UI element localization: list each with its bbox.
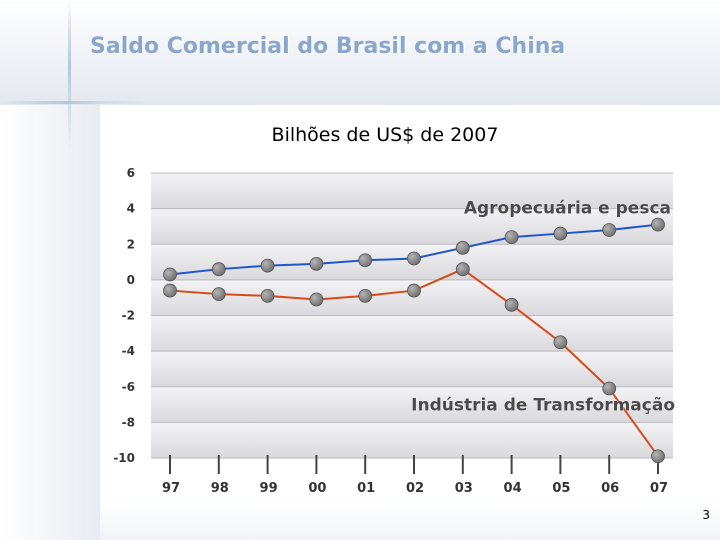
y-tick-label: 2: [127, 237, 135, 251]
x-tick-label: 98: [211, 481, 229, 496]
y-tick-label: -10: [113, 451, 135, 465]
chart-container: 6 4 2 0 -2 -4 -6 -8 -10 97 98 99 00 01 02 03 04 05 06 07 Agr…: [105, 163, 678, 498]
header-band: [0, 0, 720, 105]
x-tick-label: 06: [601, 481, 619, 496]
x-tick-label: 03: [455, 481, 473, 496]
data-point: [211, 262, 226, 277]
data-point: [163, 283, 177, 298]
decorative-vertical-line: [68, 0, 71, 150]
data-point: [260, 289, 275, 303]
y-tick-label: 0: [127, 273, 135, 287]
series-label-agropecuaria: Agropecuária e pesca: [464, 199, 671, 219]
data-point: [163, 267, 177, 282]
grid-band: [151, 422, 673, 458]
grid-band: [151, 315, 673, 352]
series-label-industria: Indústria de Transformação: [411, 396, 675, 416]
y-tick-label: -2: [122, 309, 135, 323]
grid-band: [151, 351, 673, 387]
data-point: [602, 223, 617, 237]
data-point: [504, 230, 519, 245]
x-tick-label: 05: [552, 481, 570, 496]
grid-band: [151, 386, 673, 423]
data-point: [358, 253, 373, 268]
data-point: [309, 292, 324, 307]
data-point: [211, 287, 226, 302]
data-point: [407, 283, 421, 298]
y-tick-label: 4: [127, 202, 135, 216]
page-number: 3: [702, 508, 710, 522]
data-point: [553, 335, 568, 350]
y-tick-label: -8: [122, 415, 135, 429]
y-tick-label: 6: [127, 166, 135, 180]
x-tick-label: 02: [406, 481, 424, 496]
chart-title: Bilhões de US$ de 2007: [271, 124, 499, 146]
x-tick-label: 07: [650, 481, 668, 496]
grid-band: [151, 173, 673, 209]
y-tick-label: -6: [122, 380, 135, 394]
x-tick-label: 00: [308, 481, 326, 496]
data-point: [407, 251, 421, 266]
grid-band: [151, 208, 673, 245]
line-chart: 6 4 2 0 -2 -4 -6 -8 -10 97 98 99 00 01 02 03 04 05 06 07 Agr…: [113, 166, 675, 496]
slide-title: Saldo Comercial do Brasil com a China: [90, 34, 566, 59]
data-point: [553, 226, 568, 241]
x-tick-label: 01: [357, 481, 375, 496]
data-point: [504, 297, 519, 312]
x-tick-label: 99: [260, 481, 278, 496]
data-point: [260, 258, 275, 273]
x-tick-label: 04: [504, 481, 522, 496]
y-tick-label: -4: [122, 344, 135, 358]
data-point: [309, 256, 324, 271]
data-point: [455, 240, 470, 255]
data-point: [455, 262, 470, 277]
data-point: [651, 217, 665, 232]
bottom-gradient-band: [100, 500, 720, 540]
decorative-horizontal-line: [0, 101, 150, 104]
data-point: [651, 449, 665, 464]
x-tick-label: 97: [162, 481, 180, 496]
data-point: [358, 289, 373, 303]
data-point: [602, 381, 617, 396]
left-gradient-band: [0, 105, 100, 540]
